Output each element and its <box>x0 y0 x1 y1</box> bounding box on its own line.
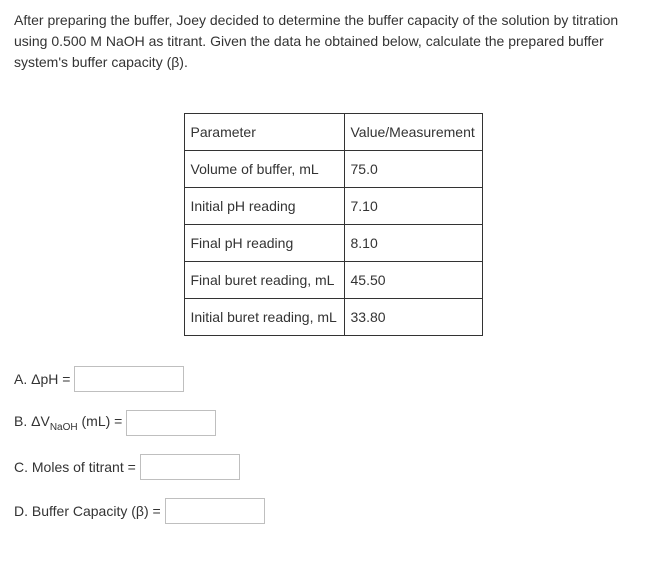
table-row: Initial buret reading, mL 33.80 <box>184 299 482 336</box>
cell-value: 7.10 <box>344 188 482 225</box>
cell-param: Final buret reading, mL <box>184 262 344 299</box>
answers-section: A. ΔpH = B. ΔVNaOH (mL) = C. Moles of ti… <box>14 366 652 524</box>
answer-c-row: C. Moles of titrant = <box>14 454 652 480</box>
cell-param: Volume of buffer, mL <box>184 151 344 188</box>
table-header-row: Parameter Value/Measurement <box>184 114 482 151</box>
data-table-wrap: Parameter Value/Measurement Volume of bu… <box>14 113 652 336</box>
answer-b-suffix: (mL) = <box>78 413 123 429</box>
cell-param: Final pH reading <box>184 225 344 262</box>
table-row: Final buret reading, mL 45.50 <box>184 262 482 299</box>
answer-a-input[interactable] <box>74 366 184 392</box>
answer-d-input[interactable] <box>165 498 265 524</box>
answer-b-input[interactable] <box>126 410 216 436</box>
cell-param: Initial buret reading, mL <box>184 299 344 336</box>
cell-param: Initial pH reading <box>184 188 344 225</box>
answer-c-input[interactable] <box>140 454 240 480</box>
answer-b-prefix: B. ΔV <box>14 413 50 429</box>
table-row: Volume of buffer, mL 75.0 <box>184 151 482 188</box>
cell-value: 45.50 <box>344 262 482 299</box>
data-table: Parameter Value/Measurement Volume of bu… <box>184 113 483 336</box>
answer-a-label: A. ΔpH = <box>14 371 70 387</box>
cell-value: 8.10 <box>344 225 482 262</box>
header-parameter: Parameter <box>184 114 344 151</box>
answer-a-row: A. ΔpH = <box>14 366 652 392</box>
answer-d-row: D. Buffer Capacity (β) = <box>14 498 652 524</box>
question-intro: After preparing the buffer, Joey decided… <box>14 10 652 73</box>
cell-value: 33.80 <box>344 299 482 336</box>
cell-value: 75.0 <box>344 151 482 188</box>
answer-b-row: B. ΔVNaOH (mL) = <box>14 410 652 436</box>
answer-b-sub: NaOH <box>50 422 78 433</box>
answer-b-label: B. ΔVNaOH (mL) = <box>14 413 122 433</box>
table-row: Final pH reading 8.10 <box>184 225 482 262</box>
header-value: Value/Measurement <box>344 114 482 151</box>
answer-d-label: D. Buffer Capacity (β) = <box>14 503 161 519</box>
table-row: Initial pH reading 7.10 <box>184 188 482 225</box>
answer-c-label: C. Moles of titrant = <box>14 459 136 475</box>
